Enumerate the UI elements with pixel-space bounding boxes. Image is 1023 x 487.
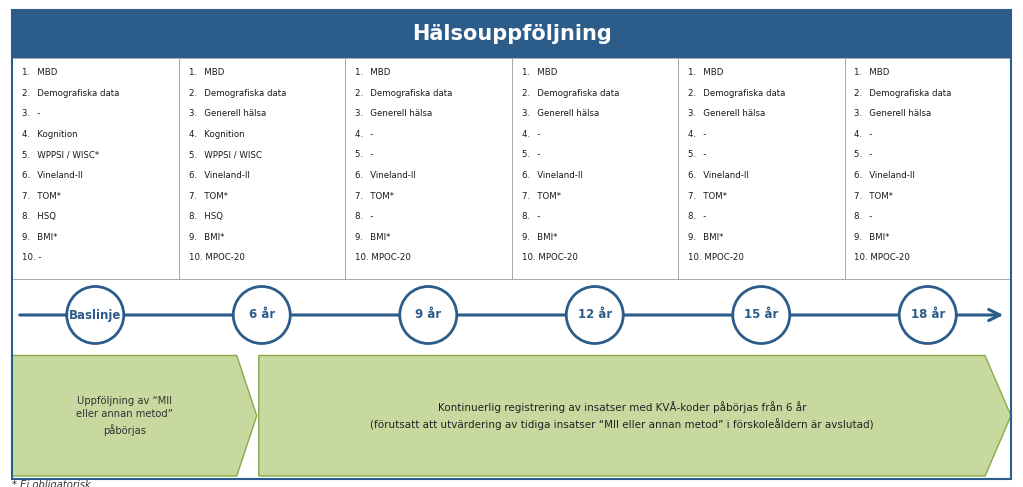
FancyBboxPatch shape xyxy=(512,58,678,279)
Text: 7.  TOM*: 7. TOM* xyxy=(522,191,561,201)
Text: 2.  Demografiska data: 2. Demografiska data xyxy=(522,89,619,97)
Text: 9.  BMI*: 9. BMI* xyxy=(188,233,224,242)
Text: 7.  TOM*: 7. TOM* xyxy=(854,191,893,201)
Text: 5.  WPPSI / WISC*: 5. WPPSI / WISC* xyxy=(23,150,99,159)
Text: 5.  -: 5. - xyxy=(688,150,706,159)
Text: 8.  HSQ: 8. HSQ xyxy=(188,212,222,221)
Text: 8.  -: 8. - xyxy=(688,212,706,221)
Text: 6.  Vineland-II: 6. Vineland-II xyxy=(188,171,250,180)
Text: 6.  Vineland-II: 6. Vineland-II xyxy=(854,171,916,180)
Text: 8.  -: 8. - xyxy=(854,212,873,221)
Text: 5.  WPPSI / WISC: 5. WPPSI / WISC xyxy=(188,150,261,159)
Circle shape xyxy=(899,286,957,343)
Text: 5.  -: 5. - xyxy=(355,150,373,159)
Text: 8.  HSQ: 8. HSQ xyxy=(23,212,56,221)
Text: 1.  MBD: 1. MBD xyxy=(23,68,57,77)
Text: 6.  Vineland-II: 6. Vineland-II xyxy=(688,171,749,180)
FancyBboxPatch shape xyxy=(12,58,178,279)
Text: Hälsouppföljning: Hälsouppföljning xyxy=(411,24,612,44)
Text: 7.  TOM*: 7. TOM* xyxy=(688,191,727,201)
Text: 2.  Demografiska data: 2. Demografiska data xyxy=(854,89,951,97)
Text: 8.  -: 8. - xyxy=(522,212,540,221)
Text: 3.  -: 3. - xyxy=(23,109,40,118)
Text: 5.  -: 5. - xyxy=(522,150,540,159)
FancyBboxPatch shape xyxy=(12,10,1011,58)
Text: 4.  Kognition: 4. Kognition xyxy=(188,130,244,139)
Text: 9.  BMI*: 9. BMI* xyxy=(355,233,391,242)
Text: 3.  Generell hälsa: 3. Generell hälsa xyxy=(522,109,598,118)
Text: 10. MPOC-20: 10. MPOC-20 xyxy=(188,253,244,262)
Text: 10. MPOC-20: 10. MPOC-20 xyxy=(522,253,577,262)
Text: 4.  -: 4. - xyxy=(522,130,540,139)
Text: 4.  -: 4. - xyxy=(854,130,873,139)
FancyBboxPatch shape xyxy=(178,58,345,279)
Text: 3.  Generell hälsa: 3. Generell hälsa xyxy=(688,109,765,118)
Text: 4.  -: 4. - xyxy=(688,130,706,139)
Text: 6.  Vineland-II: 6. Vineland-II xyxy=(23,171,83,180)
Text: 15 år: 15 år xyxy=(744,308,779,321)
Text: 2.  Demografiska data: 2. Demografiska data xyxy=(688,89,786,97)
Text: 9 år: 9 år xyxy=(415,308,441,321)
Polygon shape xyxy=(12,356,257,476)
Polygon shape xyxy=(259,356,1011,476)
Text: 18 år: 18 år xyxy=(910,308,945,321)
Text: 4.  -: 4. - xyxy=(355,130,373,139)
Text: 2.  Demografiska data: 2. Demografiska data xyxy=(23,89,120,97)
Text: 1.  MBD: 1. MBD xyxy=(522,68,557,77)
Text: 6.  Vineland-II: 6. Vineland-II xyxy=(522,171,582,180)
Text: 10. MPOC-20: 10. MPOC-20 xyxy=(854,253,910,262)
Circle shape xyxy=(567,286,623,343)
Text: 5.  -: 5. - xyxy=(854,150,873,159)
Text: * Ej obligatorisk: * Ej obligatorisk xyxy=(12,480,91,487)
FancyBboxPatch shape xyxy=(845,58,1011,279)
Text: 2.  Demografiska data: 2. Demografiska data xyxy=(188,89,285,97)
Text: 3.  Generell hälsa: 3. Generell hälsa xyxy=(854,109,932,118)
Text: 1.  MBD: 1. MBD xyxy=(854,68,890,77)
Circle shape xyxy=(732,286,790,343)
Text: 3.  Generell hälsa: 3. Generell hälsa xyxy=(188,109,266,118)
Text: 7.  TOM*: 7. TOM* xyxy=(23,191,61,201)
Text: 10. MPOC-20: 10. MPOC-20 xyxy=(688,253,744,262)
Text: 7.  TOM*: 7. TOM* xyxy=(355,191,394,201)
Text: 9.  BMI*: 9. BMI* xyxy=(854,233,890,242)
Circle shape xyxy=(233,286,291,343)
Text: 4.  Kognition: 4. Kognition xyxy=(23,130,78,139)
Text: 10. -: 10. - xyxy=(23,253,42,262)
Circle shape xyxy=(400,286,456,343)
Text: Kontinuerlig registrering av insatser med KVÅ-koder påbörjas från 6 år
(förutsat: Kontinuerlig registrering av insatser me… xyxy=(370,401,874,430)
FancyBboxPatch shape xyxy=(345,58,512,279)
Text: 1.  MBD: 1. MBD xyxy=(688,68,723,77)
Text: 10. MPOC-20: 10. MPOC-20 xyxy=(355,253,411,262)
Text: 1.  MBD: 1. MBD xyxy=(355,68,391,77)
Text: 9.  BMI*: 9. BMI* xyxy=(688,233,723,242)
Text: Uppföljning av “MII
eller annan metod”
påbörjas: Uppföljning av “MII eller annan metod” p… xyxy=(76,396,173,436)
Text: 3.  Generell hälsa: 3. Generell hälsa xyxy=(355,109,433,118)
Text: 8.  -: 8. - xyxy=(355,212,373,221)
Text: 9.  BMI*: 9. BMI* xyxy=(522,233,557,242)
Text: 6 år: 6 år xyxy=(249,308,275,321)
Circle shape xyxy=(66,286,124,343)
Text: 12 år: 12 år xyxy=(578,308,612,321)
Text: 6.  Vineland-II: 6. Vineland-II xyxy=(355,171,416,180)
Text: 9.  BMI*: 9. BMI* xyxy=(23,233,57,242)
Text: Baslinje: Baslinje xyxy=(70,308,122,321)
Text: 2.  Demografiska data: 2. Demografiska data xyxy=(355,89,452,97)
FancyBboxPatch shape xyxy=(678,58,845,279)
Text: 1.  MBD: 1. MBD xyxy=(188,68,224,77)
Text: 7.  TOM*: 7. TOM* xyxy=(188,191,227,201)
